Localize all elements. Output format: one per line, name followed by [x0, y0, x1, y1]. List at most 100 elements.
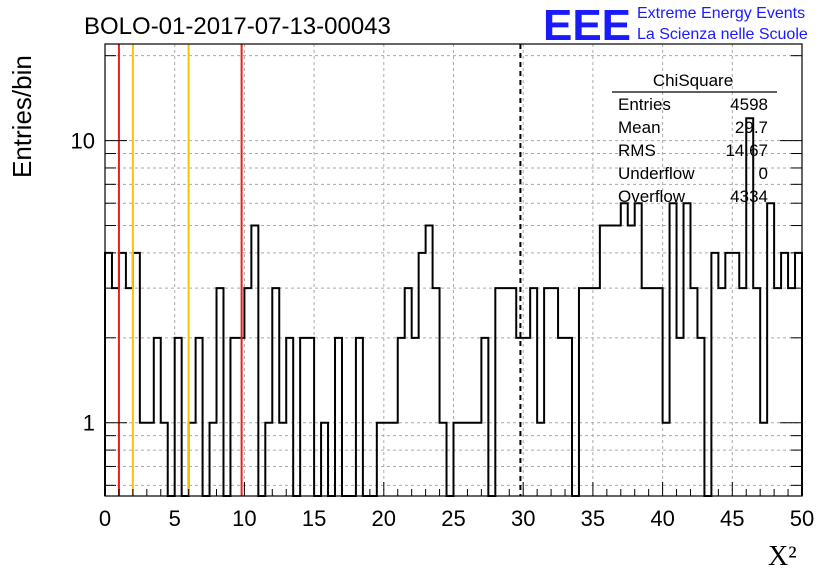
eee-logo-mark: EEE — [543, 1, 631, 50]
histogram-bin — [551, 288, 558, 496]
histogram-bin — [265, 423, 272, 496]
x-tick-label: 35 — [581, 506, 605, 531]
histogram-bin — [377, 423, 384, 496]
histogram-bin — [593, 288, 600, 496]
histogram-bin — [321, 423, 328, 496]
x-tick-label: 20 — [372, 506, 396, 531]
stats-label: Entries — [618, 95, 671, 114]
histogram-bin — [607, 226, 614, 496]
y-tick-label: 1 — [83, 411, 95, 436]
histogram-bin — [649, 288, 656, 496]
stats-box: ChiSquare Entries 4598 Mean 29.7 RMS 14.67 Und… — [612, 71, 777, 206]
histogram-bin — [781, 253, 788, 496]
y-tick-label: 10 — [71, 129, 95, 154]
histogram-outline — [104, 117, 803, 497]
histogram-bin — [481, 338, 488, 496]
histogram-bin — [718, 288, 725, 496]
x-tick-label: 5 — [169, 506, 181, 531]
histogram-bin — [746, 118, 753, 496]
histogram-bin — [433, 288, 440, 496]
x-axis-label: X² — [768, 541, 797, 572]
y-axis-label: Entries/bin — [7, 55, 37, 178]
histogram-bin — [412, 338, 419, 496]
histogram-bin — [384, 423, 391, 496]
histogram-bin — [663, 423, 670, 496]
histogram-bin — [189, 423, 196, 496]
histogram-bin — [753, 288, 760, 496]
histogram-bin — [732, 253, 739, 496]
histogram-bin — [558, 338, 565, 496]
stats-value: 4334 — [730, 187, 768, 206]
eee-logo-line1: Extreme Energy Events — [637, 5, 805, 22]
histogram-bin — [405, 288, 412, 496]
histogram-bin — [154, 338, 161, 496]
eee-logo: EEE Extreme Energy Events La Scienza nel… — [543, 1, 808, 50]
histogram-bin — [140, 423, 147, 496]
histogram-bin — [642, 288, 649, 496]
x-tick-label: 15 — [302, 506, 326, 531]
histogram-bin — [579, 288, 586, 496]
histogram-bin — [621, 203, 628, 496]
histogram-bin — [725, 253, 732, 496]
histogram-bin — [788, 288, 795, 496]
histogram-bin — [175, 338, 182, 496]
histogram-bin — [251, 226, 258, 496]
axis-ticks — [104, 55, 803, 496]
x-tick-label: 40 — [650, 506, 674, 531]
histogram-bin — [391, 423, 398, 496]
histogram-bin — [112, 288, 119, 496]
histogram-bin — [795, 253, 802, 496]
eee-logo-line2: La Scienza nelle Scuole — [637, 26, 808, 43]
histogram-bin — [767, 203, 774, 496]
histogram-bin — [530, 288, 537, 496]
stats-label: RMS — [618, 141, 656, 160]
x-tick-label: 25 — [441, 506, 465, 531]
x-tick-label: 30 — [511, 506, 535, 531]
stats-value: 14.67 — [725, 141, 768, 160]
histogram-bin — [230, 338, 237, 496]
histogram-layer — [104, 117, 803, 497]
histogram-bin — [495, 288, 502, 496]
histogram-bin — [739, 288, 746, 496]
histogram-bin — [502, 288, 509, 496]
histogram-bin — [565, 338, 572, 496]
stats-box-title: ChiSquare — [653, 71, 733, 90]
stats-value: 4598 — [730, 95, 768, 114]
histogram-bin — [105, 253, 112, 496]
histogram-bin — [677, 338, 684, 496]
histogram-bin — [133, 253, 140, 496]
histogram-bin — [474, 423, 481, 496]
histogram-bin — [335, 338, 342, 496]
histogram-bin — [126, 288, 133, 496]
histogram-bin — [600, 226, 607, 496]
marker-lines-layer — [117, 44, 522, 496]
x-tick-label: 50 — [790, 506, 814, 531]
stats-label: Underflow — [618, 164, 695, 183]
chart-title: BOLO-01-2017-07-13-00043 — [84, 13, 391, 40]
histogram-bin — [279, 423, 286, 496]
histogram-bin — [586, 288, 593, 496]
histogram-bin — [307, 338, 314, 496]
histogram-bin — [244, 288, 251, 496]
histogram-bin — [614, 226, 621, 496]
histogram-bin — [419, 253, 426, 496]
histogram-bin — [161, 423, 168, 496]
histogram-bin — [684, 203, 691, 496]
tick-labels: 0 5 10 15 20 25 30 35 40 45 50 1 10 — [71, 129, 815, 531]
histogram-bin — [217, 288, 224, 496]
histogram-bin — [628, 226, 635, 496]
histogram-bin — [635, 203, 642, 496]
histogram-bin — [210, 423, 217, 496]
histogram-bin — [467, 423, 474, 496]
histogram-bin — [398, 338, 405, 496]
histogram-bin — [196, 338, 203, 496]
x-tick-label: 0 — [99, 506, 111, 531]
stats-label: Overflow — [618, 187, 686, 206]
histogram-bin — [697, 338, 704, 496]
histogram-bin — [711, 253, 718, 496]
histogram-bin — [670, 203, 677, 496]
histogram-bin — [774, 288, 781, 496]
histogram-bin — [523, 338, 530, 496]
x-tick-label: 10 — [232, 506, 256, 531]
